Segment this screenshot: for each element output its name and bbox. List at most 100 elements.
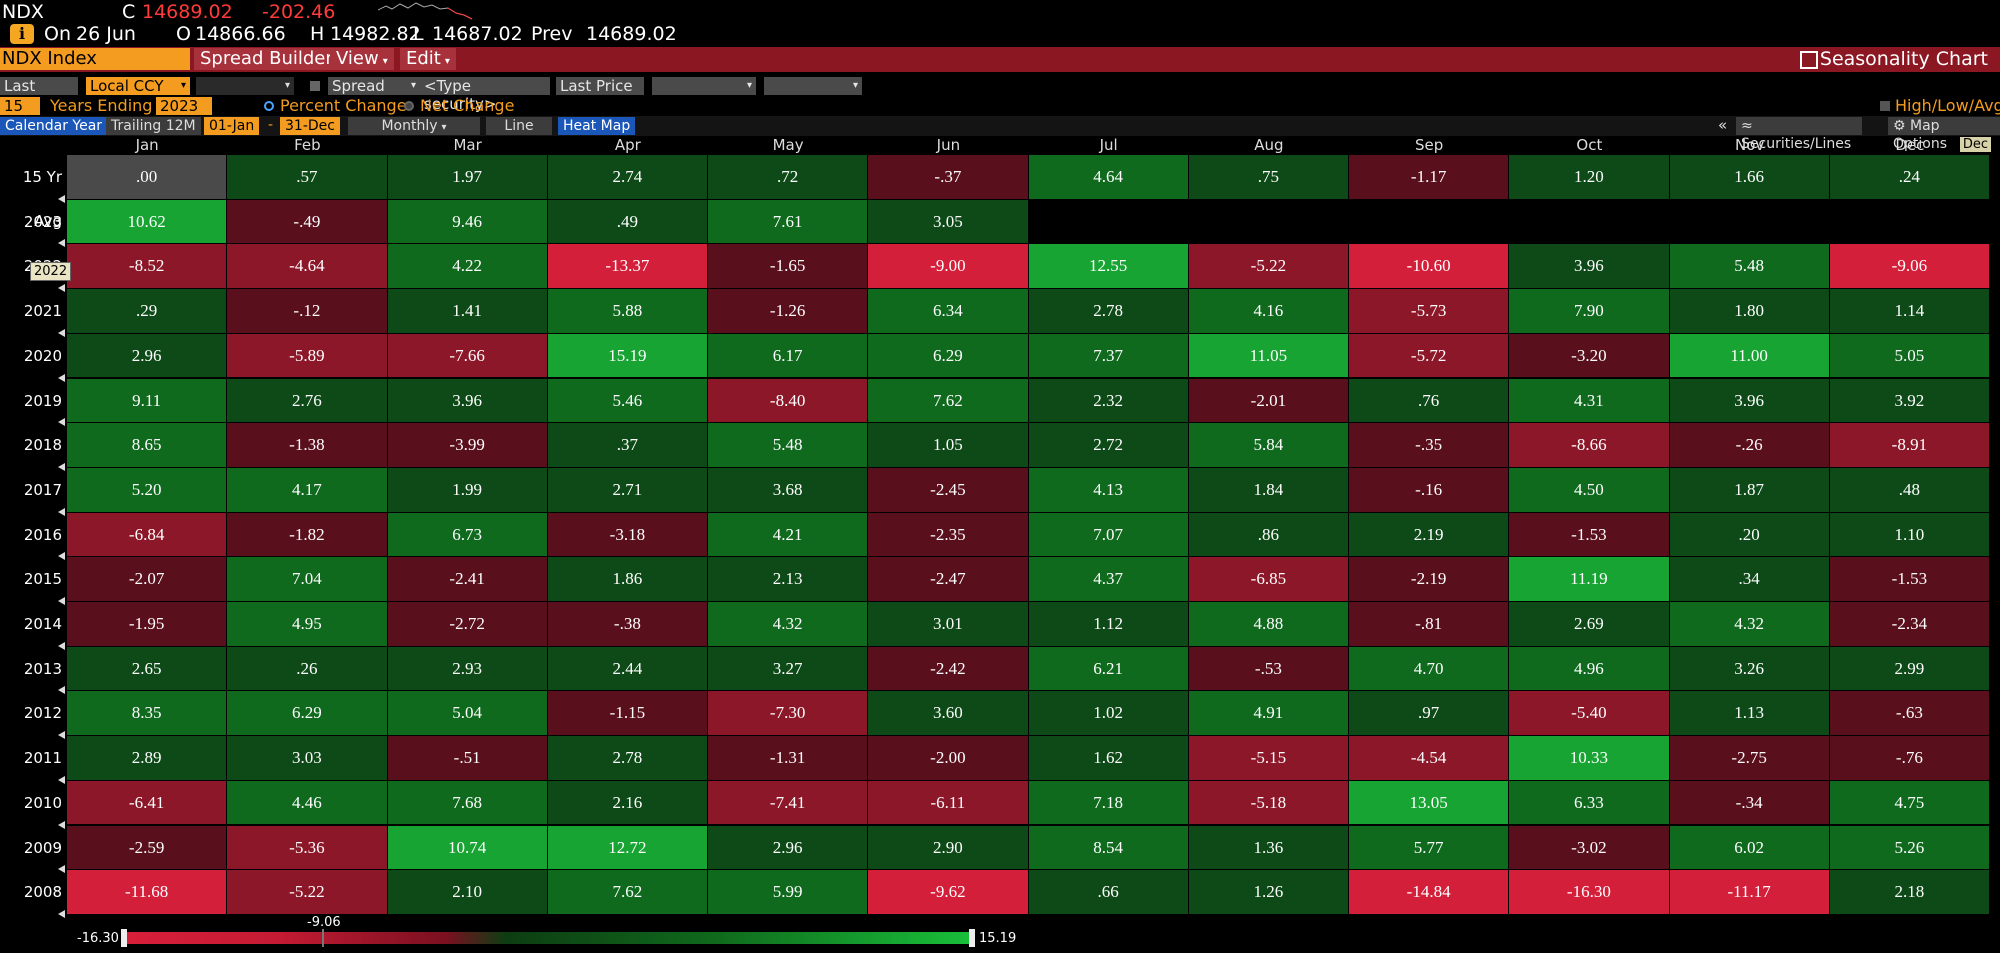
heatmap-cell[interactable]: -2.01 [1188, 378, 1349, 424]
heatmap-cell[interactable]: 1.86 [547, 557, 708, 602]
heatmap-cell[interactable]: 4.75 [1829, 780, 1990, 826]
heatmap-cell[interactable]: 5.05 [1829, 333, 1990, 379]
heatmap-cell[interactable]: 2.65 [67, 646, 228, 692]
years-stepper[interactable]: 15 [0, 97, 40, 115]
heatmap-cell[interactable]: 4.32 [708, 602, 869, 647]
heatmap-cell[interactable]: 1.36 [1188, 825, 1349, 871]
heatmap-cell[interactable]: -2.07 [67, 557, 228, 602]
heatmap-cell[interactable]: 7.61 [708, 199, 869, 245]
security-compare-input[interactable]: <Type security> [420, 77, 550, 113]
heatmap-cell[interactable]: .34 [1669, 557, 1830, 602]
heatmap-cell[interactable]: 1.87 [1669, 467, 1830, 513]
heatmap-cell[interactable]: 1.26 [1188, 870, 1349, 915]
map-options-button[interactable]: ⚙ Map Options [1888, 117, 2000, 152]
external-link-icon[interactable] [1800, 51, 1818, 69]
heatmap-cell[interactable]: .48 [1829, 467, 1990, 513]
heatmap-cell[interactable]: 4.50 [1509, 467, 1670, 513]
heatmap-cell[interactable]: 7.18 [1028, 780, 1189, 826]
blank-select-3[interactable]: ▾ [764, 77, 862, 95]
heatmap-cell[interactable]: 3.60 [868, 691, 1029, 737]
heatmap-cell[interactable]: 3.26 [1669, 646, 1830, 692]
heatmap-cell[interactable]: -3.99 [387, 423, 548, 468]
heatmap-cell[interactable]: -2.72 [387, 602, 548, 647]
collapse-icon[interactable]: « [1718, 116, 1728, 134]
heatmap-cell[interactable]: -11.17 [1669, 870, 1830, 915]
spread-builder-button[interactable]: Spread Builder [194, 48, 339, 70]
net-change-radio[interactable] [404, 101, 414, 111]
scale-min-handle[interactable] [121, 929, 127, 947]
heatmap-cell[interactable]: 2.78 [1028, 289, 1189, 334]
heatmap-cell[interactable]: -1.95 [67, 602, 228, 647]
heatmap-cell[interactable]: -.49 [227, 199, 388, 245]
heatmap-cell[interactable]: -2.35 [868, 512, 1029, 558]
heatmap-cell[interactable]: 3.96 [1509, 244, 1670, 290]
heatmap-cell[interactable]: -6.11 [868, 780, 1029, 826]
heatmap-cell[interactable]: 7.04 [227, 557, 388, 602]
heatmap-cell[interactable]: -1.38 [227, 423, 388, 468]
heatmap-cell[interactable]: .57 [227, 155, 388, 200]
heatmap-cell[interactable]: -1.53 [1509, 512, 1670, 558]
heatmap-cell[interactable]: -7.66 [387, 333, 548, 379]
heatmap-cell[interactable]: 2.96 [708, 825, 869, 871]
heatmap-cell[interactable]: 11.05 [1188, 333, 1349, 379]
blank-select-2[interactable]: ▾ [652, 77, 756, 95]
heatmap-cell[interactable]: 10.33 [1509, 736, 1670, 781]
currency-select[interactable]: Local CCY ▾ [86, 77, 190, 95]
heatmap-cell[interactable]: -13.37 [547, 244, 708, 290]
heatmap-cell[interactable]: 2.74 [547, 155, 708, 200]
heatmap-cell[interactable]: 4.21 [708, 512, 869, 558]
heatmap-cell[interactable]: 2.96 [67, 333, 228, 379]
heatmap-cell[interactable]: 3.96 [387, 378, 548, 424]
heatmap-cell[interactable]: 15.19 [547, 333, 708, 379]
heatmap-cell[interactable]: 13.05 [1349, 780, 1510, 826]
heatmap-cell[interactable]: 5.48 [708, 423, 869, 468]
heatmap-cell[interactable]: -7.30 [708, 691, 869, 737]
heatmap-cell[interactable]: -9.06 [1829, 244, 1990, 290]
heatmap-cell[interactable]: 6.34 [868, 289, 1029, 334]
heatmap-cell[interactable]: -5.40 [1509, 691, 1670, 737]
heatmap-cell[interactable]: 4.91 [1188, 691, 1349, 737]
heatmap-cell[interactable]: -.81 [1349, 602, 1510, 647]
heatmap-cell[interactable]: -4.54 [1349, 736, 1510, 781]
heatmap-cell[interactable]: -2.59 [67, 825, 228, 871]
spread-checkbox[interactable] [310, 81, 320, 91]
heatmap-cell[interactable]: 2.93 [387, 646, 548, 692]
heatmap-cell[interactable]: -10.60 [1349, 244, 1510, 290]
heatmap-cell[interactable]: 7.90 [1509, 289, 1670, 334]
heatmap-cell[interactable]: -8.91 [1829, 423, 1990, 468]
spread-select[interactable]: Spread ▾ [328, 77, 420, 95]
heatmap-cell[interactable]: -6.84 [67, 512, 228, 558]
heatmap-cell[interactable]: 1.05 [868, 423, 1029, 468]
heatmap-cell[interactable]: -6.41 [67, 780, 228, 826]
heatmap-cell[interactable]: -2.47 [868, 557, 1029, 602]
heatmap-cell[interactable]: -1.65 [708, 244, 869, 290]
heatmap-cell[interactable]: -1.26 [708, 289, 869, 334]
heatmap-cell[interactable]: 4.16 [1188, 289, 1349, 334]
heatmap-cell[interactable]: 6.29 [227, 691, 388, 737]
heatmap-cell[interactable]: -5.73 [1349, 289, 1510, 334]
heatmap-cell[interactable]: -11.68 [67, 870, 228, 915]
price-field-select[interactable]: Last Price [0, 77, 78, 113]
heatmap-cell[interactable]: 3.01 [868, 602, 1029, 647]
heatmap-cell[interactable]: 7.62 [547, 870, 708, 915]
heatmap-cell[interactable]: 3.68 [708, 467, 869, 513]
heatmap-cell[interactable]: -5.18 [1188, 780, 1349, 826]
heatmap-cell[interactable]: 5.48 [1669, 244, 1830, 290]
heatmap-cell[interactable]: 2.76 [227, 378, 388, 424]
heatmap-cell[interactable]: 2.16 [547, 780, 708, 826]
tab-line[interactable]: Line [486, 117, 552, 135]
heatmap-cell[interactable]: -.76 [1829, 736, 1990, 781]
heatmap-cell[interactable]: 8.65 [67, 423, 228, 468]
year-end-stepper[interactable]: 2023 [156, 97, 212, 115]
heatmap-cell[interactable]: .37 [547, 423, 708, 468]
heatmap-cell[interactable]: 6.33 [1509, 780, 1670, 826]
heatmap-cell[interactable]: -3.20 [1509, 333, 1670, 379]
edit-menu[interactable]: Edit ▾ [400, 48, 456, 70]
heatmap-cell[interactable]: -1.31 [708, 736, 869, 781]
heatmap-cell[interactable]: 2.71 [547, 467, 708, 513]
heatmap-cell[interactable]: 7.62 [868, 378, 1029, 424]
heatmap-cell[interactable]: 1.62 [1028, 736, 1189, 781]
security-input[interactable]: NDX Index [0, 48, 190, 70]
heatmap-cell[interactable]: -7.41 [708, 780, 869, 826]
percent-change-radio[interactable] [264, 101, 274, 111]
